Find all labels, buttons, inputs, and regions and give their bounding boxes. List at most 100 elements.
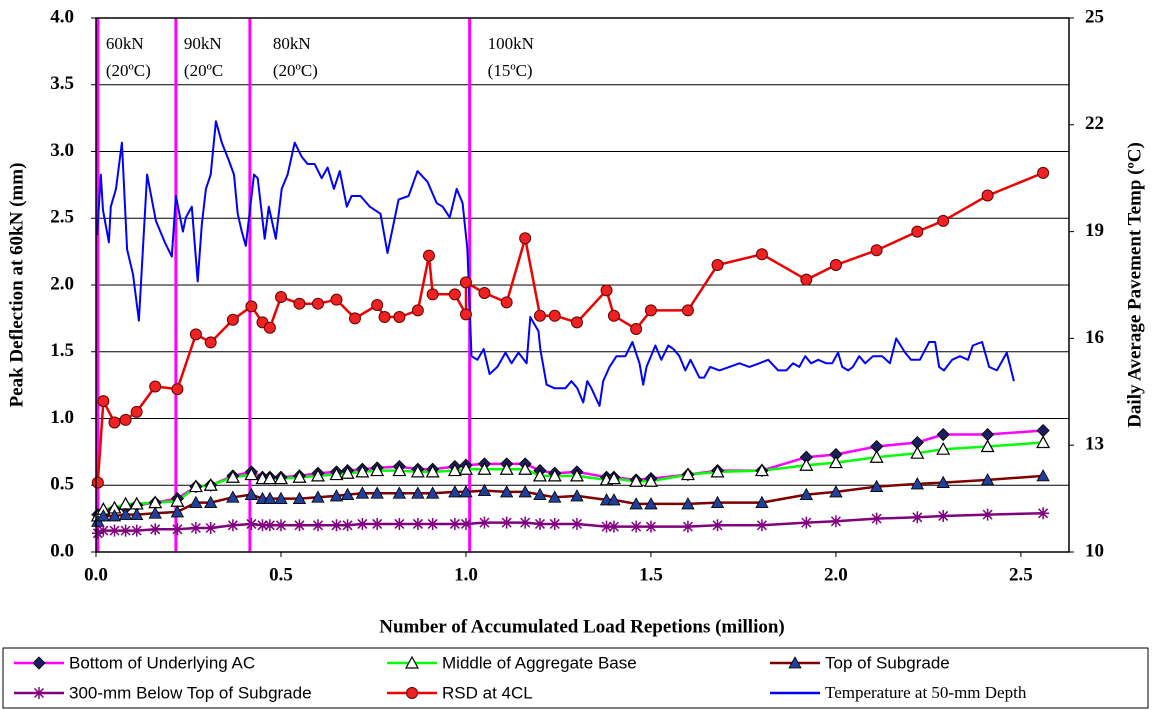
marker [681, 520, 694, 533]
phase-label: 90kN [184, 34, 222, 53]
marker [245, 517, 258, 530]
x-tick-label: 2.5 [1009, 564, 1033, 585]
marker [393, 517, 406, 530]
marker [1037, 507, 1050, 520]
marker [130, 524, 143, 537]
marker [680, 467, 695, 481]
marker [447, 463, 462, 477]
y-axis-title: Peak Deflection at 60kN (mm) [6, 163, 27, 408]
series-line [96, 441, 1044, 517]
marker [91, 476, 104, 489]
marker [980, 439, 995, 453]
x-tick-label: 2.0 [824, 564, 848, 585]
marker [981, 189, 994, 202]
marker [225, 469, 240, 483]
marker [411, 517, 424, 530]
marker [108, 524, 121, 537]
marker [329, 467, 344, 481]
marker [274, 291, 287, 304]
marker [500, 296, 513, 309]
marker [245, 300, 258, 313]
marker [188, 479, 203, 493]
x-tick-label: 0.0 [84, 564, 108, 585]
marker [292, 469, 307, 483]
marker [478, 287, 491, 300]
phase-label: 80kN [273, 34, 311, 53]
marker [171, 383, 184, 396]
marker [310, 468, 325, 482]
marker [643, 473, 658, 487]
marker [1036, 423, 1050, 438]
marker [533, 517, 546, 530]
marker [422, 249, 435, 262]
y-tick-label: 0.0 [50, 540, 74, 561]
series-line [97, 512, 1044, 535]
marker [149, 380, 162, 393]
marker [755, 495, 769, 509]
marker [644, 520, 657, 533]
marker [910, 445, 925, 459]
marker [710, 495, 725, 509]
marker [263, 321, 276, 334]
marker [204, 521, 217, 534]
marker [371, 299, 384, 312]
marker [600, 520, 613, 533]
marker [274, 519, 287, 532]
y2-tick-label: 13 [1085, 434, 1104, 455]
marker [348, 312, 361, 325]
marker [459, 485, 473, 498]
marker [800, 516, 813, 529]
marker [910, 477, 924, 490]
marker [406, 687, 418, 699]
marker [33, 687, 45, 699]
phase-label: (20ºC) [273, 61, 318, 80]
marker [448, 517, 461, 530]
marker [370, 463, 385, 477]
marker [341, 519, 354, 532]
marker [404, 655, 420, 669]
marker [426, 288, 439, 301]
marker [459, 517, 472, 530]
marker [411, 486, 425, 499]
marker [533, 309, 546, 322]
marker [548, 309, 561, 322]
marker [107, 509, 122, 522]
y-tick-label: 1.5 [50, 340, 74, 361]
marker [293, 297, 306, 310]
marker [244, 467, 259, 481]
marker [644, 497, 658, 510]
marker [980, 473, 995, 486]
marker [532, 468, 547, 482]
marker [273, 471, 288, 485]
marker [393, 311, 406, 324]
marker [330, 293, 343, 306]
marker [355, 486, 370, 499]
marker [189, 328, 202, 341]
marker [204, 495, 218, 509]
y-tick-label: 3.5 [50, 73, 74, 94]
marker [569, 468, 584, 482]
marker [711, 519, 724, 532]
marker [340, 487, 355, 500]
marker [262, 471, 277, 485]
phase-label: (20ºC [184, 61, 223, 80]
marker [936, 427, 950, 442]
marker [828, 455, 843, 469]
legend-label: RSD at 4CL [442, 683, 533, 702]
marker [519, 232, 532, 245]
marker [392, 463, 407, 477]
marker [570, 489, 584, 502]
x-tick-label: 1.5 [639, 564, 663, 585]
marker [606, 471, 621, 485]
marker [870, 512, 883, 525]
marker [340, 465, 355, 479]
marker [548, 490, 562, 503]
marker [311, 297, 324, 310]
y2-tick-label: 16 [1085, 327, 1104, 348]
legend-label: Middle of Aggregate Base [442, 653, 637, 672]
x-tick-label: 1.0 [454, 564, 478, 585]
marker [226, 313, 239, 326]
marker [981, 427, 995, 442]
marker [607, 493, 621, 506]
